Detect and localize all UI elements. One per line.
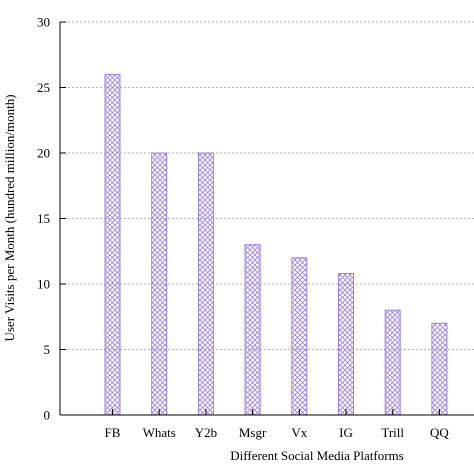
y-tick-label: 30 (37, 15, 50, 30)
bar-qq (431, 322, 448, 416)
y-axis-ticks: 0 5 10 15 20 25 30 (37, 15, 66, 423)
x-tick-label: Vx (291, 425, 307, 440)
bar-ig (338, 273, 354, 416)
x-axis-ticks: FBWhatsY2bMsgrVxIGTrillQQW (105, 409, 449, 440)
bar-vx (291, 257, 308, 416)
bar-whats (151, 152, 168, 416)
bar-trill (384, 309, 401, 416)
x-tick-label: Whats (143, 425, 176, 440)
y-tick-label: 5 (44, 342, 51, 357)
x-tick-label: Trill (381, 425, 404, 440)
y-tick-label: 15 (37, 211, 50, 226)
x-tick-label: QQ (430, 425, 449, 440)
y-tick-label: 20 (37, 146, 50, 161)
y-tick-label: 25 (37, 80, 50, 95)
bar-y2b (197, 152, 214, 416)
x-tick-label: Msgr (239, 425, 267, 440)
y-axis-title: User Visits per Month (hundred million/m… (2, 94, 17, 341)
y-tick-label: 0 (44, 408, 51, 423)
bar-msgr (244, 244, 261, 416)
x-axis-title: Different Social Media Platforms (230, 448, 403, 463)
grid-lines (60, 21, 474, 350)
bars (104, 73, 448, 416)
x-tick-label: FB (105, 425, 121, 440)
bar-fb (104, 73, 121, 416)
x-tick-label: Y2b (195, 425, 217, 440)
x-tick-label: IG (339, 425, 353, 440)
y-tick-label: 10 (37, 277, 50, 292)
